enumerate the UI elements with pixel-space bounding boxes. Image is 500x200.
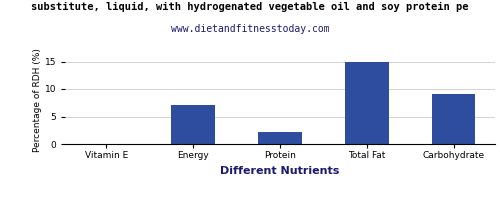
Y-axis label: Percentage of RDH (%): Percentage of RDH (%)	[32, 48, 42, 152]
Bar	[258, 132, 302, 144]
Text: substitute, liquid, with hydrogenated vegetable oil and soy protein pe: substitute, liquid, with hydrogenated ve…	[31, 2, 469, 12]
X-axis label: Different Nutrients: Different Nutrients	[220, 165, 340, 176]
Bar	[345, 62, 389, 144]
Text: www.dietandfitnesstoday.com: www.dietandfitnesstoday.com	[170, 24, 330, 34]
Bar	[432, 94, 476, 144]
Bar	[172, 105, 215, 144]
